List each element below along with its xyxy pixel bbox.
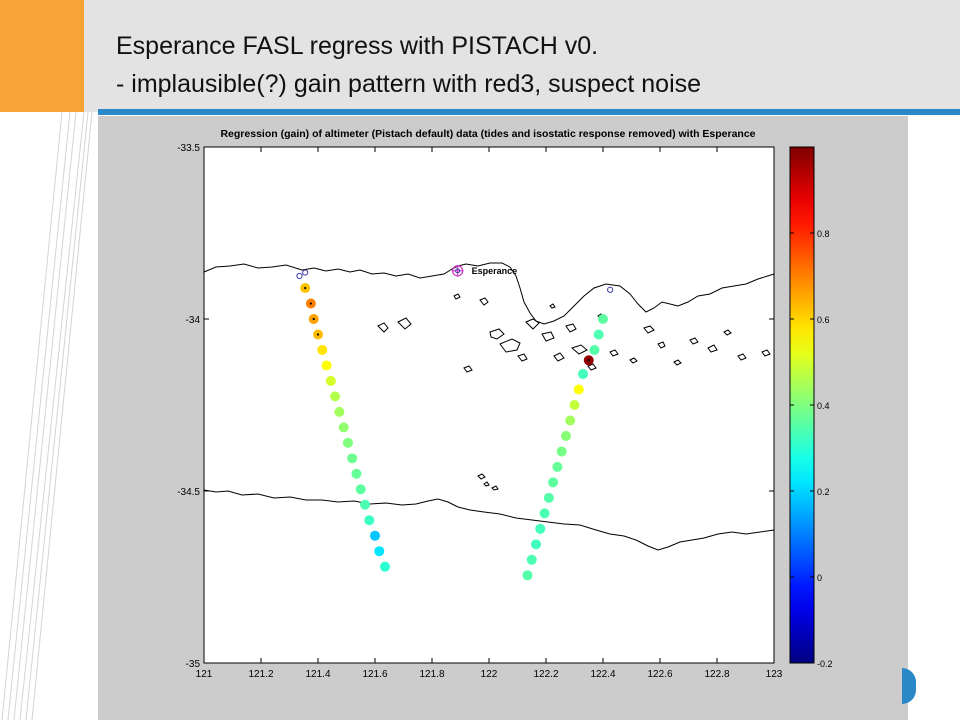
- gain-point: [360, 499, 371, 510]
- gain-point: [593, 329, 604, 340]
- gain-point: [522, 570, 533, 581]
- accent-bar: [0, 0, 84, 112]
- x-tick-label: 123: [766, 669, 783, 680]
- figure-panel: Regression (gain) of altimeter (Pistach …: [98, 116, 908, 720]
- chart-title: Regression (gain) of altimeter (Pistach …: [220, 128, 755, 140]
- gain-point-center: [309, 302, 312, 305]
- gain-point: [531, 539, 542, 550]
- colorbar-tick-label: 0.8: [817, 229, 830, 239]
- y-tick-label: -34: [186, 315, 201, 326]
- gain-point: [317, 344, 328, 355]
- plot-area: [203, 146, 775, 664]
- x-tick-label: 122.2: [533, 669, 558, 680]
- gain-point: [351, 468, 362, 479]
- slide-title-line-1: Esperance FASL regress with PISTACH v0.: [116, 32, 599, 60]
- x-tick-label: 121.4: [305, 669, 330, 680]
- x-tick-label: 122: [481, 669, 498, 680]
- colorbar-tick-label: 0.4: [817, 401, 830, 411]
- gain-point: [355, 484, 366, 495]
- y-tick-label: -33.5: [177, 143, 200, 154]
- gain-point: [321, 360, 332, 371]
- data-points: [300, 283, 608, 581]
- gain-point: [543, 492, 554, 503]
- station-marker: Esperance: [451, 264, 518, 277]
- gain-point: [364, 515, 375, 526]
- gain-point-center: [304, 286, 307, 290]
- colorbar-tick-label: 0.2: [817, 487, 830, 497]
- gain-point: [342, 437, 353, 448]
- colorbar-tick-label: 0: [817, 573, 822, 583]
- gain-point: [573, 384, 584, 395]
- coastline-north: [203, 262, 775, 325]
- gain-point: [539, 508, 550, 519]
- x-tick-label: 121: [196, 669, 213, 680]
- open-marker: [296, 272, 303, 280]
- x-tick-label: 122.6: [647, 669, 672, 680]
- gain-point: [589, 344, 600, 355]
- gain-point: [548, 477, 559, 488]
- axes: 121 121.2 121.4 121.6 121.8 122 122.2 122.4 122.…: [177, 143, 783, 680]
- open-marker: [302, 269, 309, 276]
- x-tick-label: 121.6: [362, 669, 387, 680]
- gain-point-center: [316, 333, 320, 336]
- slide-header: Esperance FASL regress with PISTACH v0. …: [0, 0, 960, 112]
- gain-point-center: [587, 359, 590, 362]
- gain-point: [334, 406, 345, 417]
- gain-point: [569, 400, 580, 410]
- x-tick-label: 122.4: [590, 669, 615, 680]
- y-tick-label: -35: [186, 659, 201, 670]
- gain-point: [556, 446, 567, 457]
- gain-point: [598, 314, 608, 324]
- colorbar-tick-label: 0.6: [817, 315, 830, 325]
- gain-point: [330, 391, 341, 402]
- station-inner: [455, 268, 461, 274]
- gain-point: [535, 523, 546, 534]
- open-marker: [607, 286, 614, 293]
- gain-point: [347, 453, 358, 464]
- logo-edge: [902, 668, 916, 704]
- colorbar: 0.8 0.6 0.4 0.2 0 -0.2: [789, 146, 833, 669]
- gain-point: [565, 415, 576, 426]
- gain-point: [560, 430, 571, 441]
- station-label: Esperance: [472, 266, 518, 276]
- gain-point-center: [312, 317, 315, 321]
- y-tick-label: -34.5: [177, 487, 200, 498]
- gain-point: [379, 561, 390, 572]
- gain-point: [374, 546, 385, 557]
- colorbar-tick-label: -0.2: [817, 659, 833, 669]
- gain-point: [526, 554, 537, 565]
- open-markers: [296, 269, 614, 293]
- coastline-south: [203, 489, 775, 551]
- x-tick-label: 121.8: [419, 669, 444, 680]
- header-rule: [98, 109, 960, 115]
- gain-point: [578, 369, 589, 380]
- gain-point: [552, 461, 563, 472]
- gain-point: [325, 375, 336, 386]
- islands: [377, 293, 771, 491]
- gain-point: [338, 422, 349, 433]
- gain-map-chart: Regression (gain) of altimeter (Pistach …: [177, 128, 833, 680]
- x-tick-label: 122.8: [704, 669, 729, 680]
- decorative-stripes: [1, 112, 93, 720]
- gain-point: [370, 530, 380, 541]
- x-tick-label: 121.2: [248, 669, 273, 680]
- slide-title-line-2: - implausible(?) gain pattern with red3,…: [116, 70, 702, 98]
